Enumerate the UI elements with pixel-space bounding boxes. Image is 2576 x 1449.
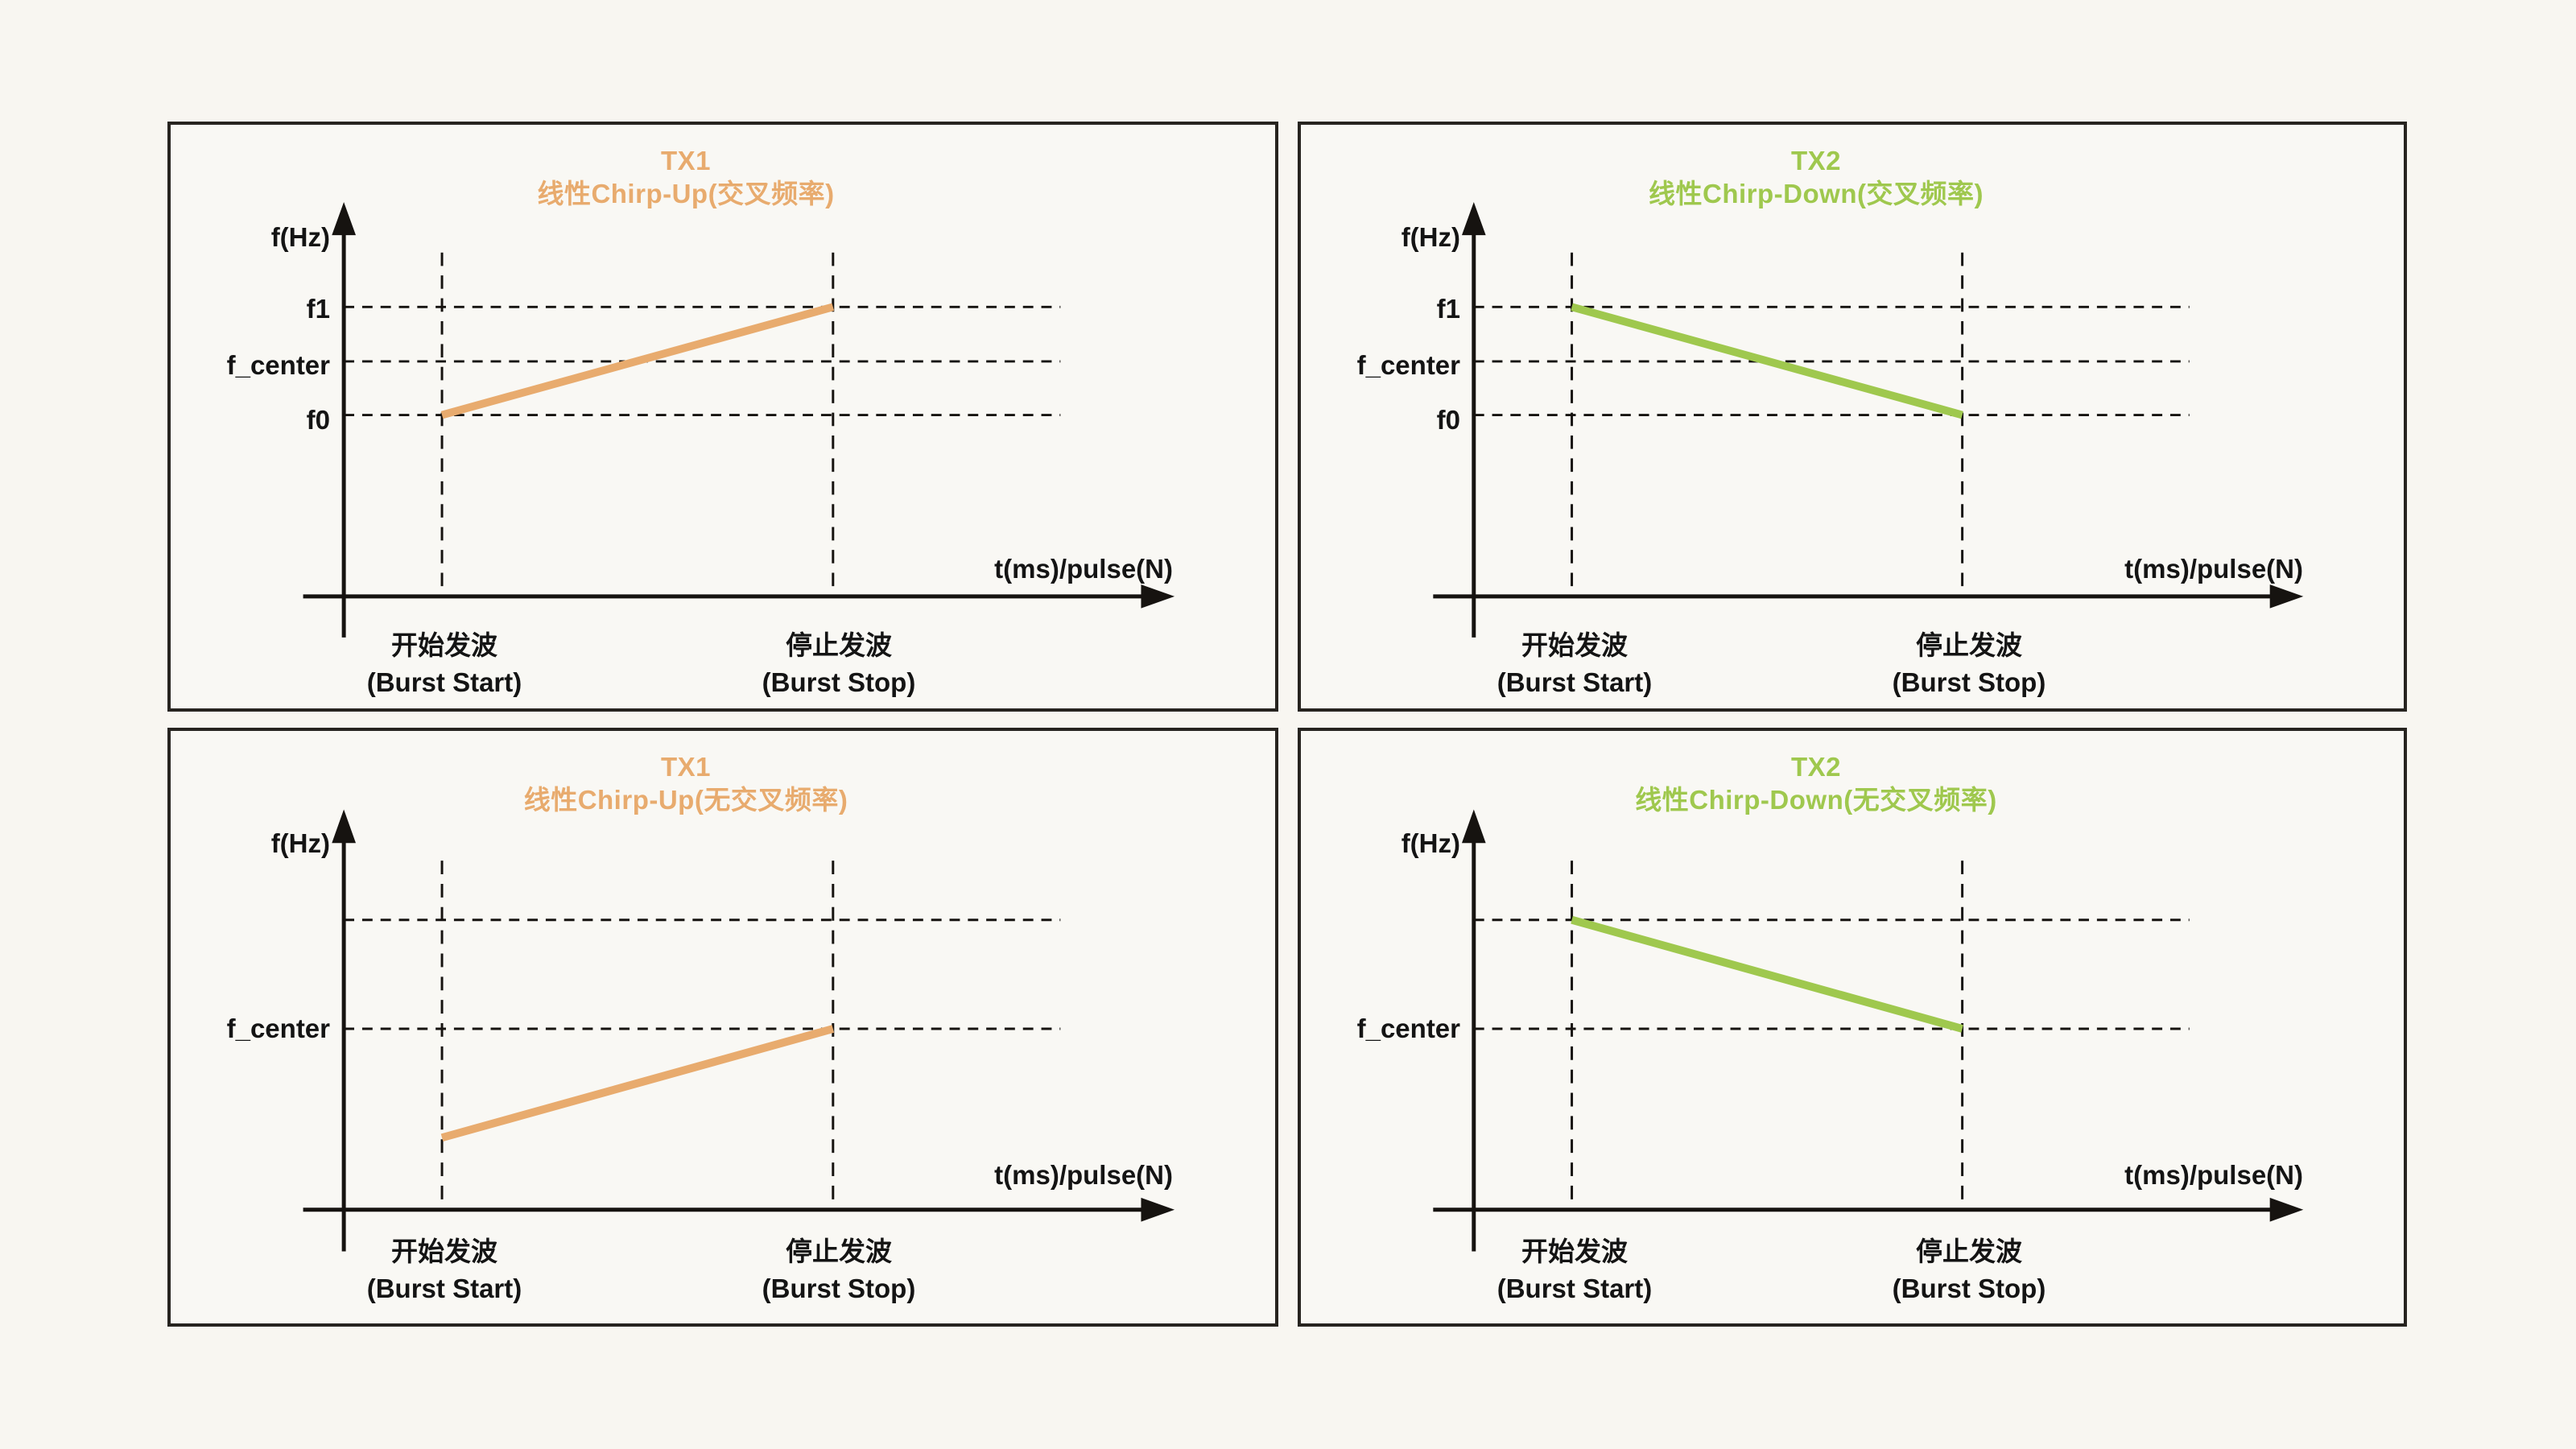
xtick-burst-stop-en: (Burst Stop) [1892,667,2046,697]
ytick-f-center: f_center [1356,350,1460,380]
xtick-burst-stop-en: (Burst Stop) [762,667,916,697]
panel-title-line1: TX2 [1790,752,1842,782]
xtick-burst-start-en: (Burst Start) [1496,667,1653,697]
ytick-f-center: f_center [226,350,330,380]
panel-title-line2: 线性Chirp-Up(交叉频率) [537,179,835,208]
xtick-burst-stop: 停止发波 (Burst Stop) [1763,1233,2175,1307]
xtick-burst-start: 开始发波 (Burst Start) [1368,627,1781,701]
xtick-burst-stop-zh: 停止发波 [786,1236,892,1266]
panel-title-line1: TX1 [660,146,712,175]
panel-title-line2: 线性Chirp-Up(无交叉频率) [523,785,848,815]
ytick-f1: f1 [306,294,330,324]
panel-tx2-crossed: TX2 线性Chirp-Down(交叉频率) f(Hz) f1 f_center… [1298,122,2407,712]
xtick-burst-start: 开始发波 (Burst Start) [1368,1233,1781,1307]
y-axis-label: f(Hz) [1401,222,1460,252]
xtick-burst-start-zh: 开始发波 [1521,630,1628,660]
y-axis-label: f(Hz) [270,222,330,252]
chirp-plot-tx1-uncrossed [303,809,1175,1252]
panel-title-line1: TX2 [1790,146,1842,175]
xtick-burst-start-en: (Burst Start) [366,1274,522,1303]
panel-title: TX2 线性Chirp-Down(无交叉频率) [1301,750,2331,816]
xtick-burst-stop: 停止发波 (Burst Stop) [633,1233,1045,1307]
panel-tx2-uncrossed: TX2 线性Chirp-Down(无交叉频率) f(Hz) f_center 开… [1298,728,2407,1327]
xtick-burst-start-zh: 开始发波 [1521,1236,1628,1266]
xtick-burst-start-en: (Burst Start) [1496,1274,1653,1303]
xtick-burst-start-en: (Burst Start) [366,667,522,697]
xtick-burst-stop-zh: 停止发波 [786,630,892,660]
panel-title-line2: 线性Chirp-Down(无交叉频率) [1635,785,1997,815]
x-axis-label: t(ms)/pulse(N) [2124,1160,2303,1190]
chirp-plot-tx2-uncrossed [1433,809,2304,1252]
xtick-burst-stop-zh: 停止发波 [1916,1236,2022,1266]
chirp-plot-tx1-crossed [303,202,1175,638]
panel-tx1-crossed: TX1 线性Chirp-Up(交叉频率) f(Hz) f1 f_center f… [167,122,1278,712]
xtick-burst-stop-zh: 停止发波 [1916,630,2022,660]
ytick-f0: f0 [306,405,330,435]
xtick-burst-stop: 停止发波 (Burst Stop) [633,627,1045,701]
xtick-burst-stop-en: (Burst Stop) [762,1274,916,1303]
xtick-burst-start-zh: 开始发波 [391,630,497,660]
xtick-burst-stop: 停止发波 (Burst Stop) [1763,627,2175,701]
panel-title: TX1 线性Chirp-Up(交叉频率) [171,144,1201,210]
panel-title: TX2 线性Chirp-Down(交叉频率) [1301,144,2331,210]
ytick-f0: f0 [1436,405,1460,435]
panel-title-line2: 线性Chirp-Down(交叉频率) [1649,179,1984,208]
panel-title: TX1 线性Chirp-Up(无交叉频率) [171,750,1201,816]
xtick-burst-start: 开始发波 (Burst Start) [238,627,650,701]
chirp-plot-tx2-crossed [1433,202,2304,638]
xtick-burst-start: 开始发波 (Burst Start) [238,1233,650,1307]
ytick-f1: f1 [1436,294,1460,324]
ytick-f-center: f_center [226,1013,330,1043]
y-axis-label: f(Hz) [1401,828,1460,858]
xtick-burst-stop-en: (Burst Stop) [1892,1274,2046,1303]
xtick-burst-start-zh: 开始发波 [391,1236,497,1266]
y-axis-label: f(Hz) [270,828,330,858]
x-axis-label: t(ms)/pulse(N) [994,1160,1173,1190]
x-axis-label: t(ms)/pulse(N) [994,554,1173,584]
ytick-f-center: f_center [1356,1013,1460,1043]
panel-tx1-uncrossed: TX1 线性Chirp-Up(无交叉频率) f(Hz) f_center 开始发… [167,728,1278,1327]
x-axis-label: t(ms)/pulse(N) [2124,554,2303,584]
panel-title-line1: TX1 [660,752,712,782]
